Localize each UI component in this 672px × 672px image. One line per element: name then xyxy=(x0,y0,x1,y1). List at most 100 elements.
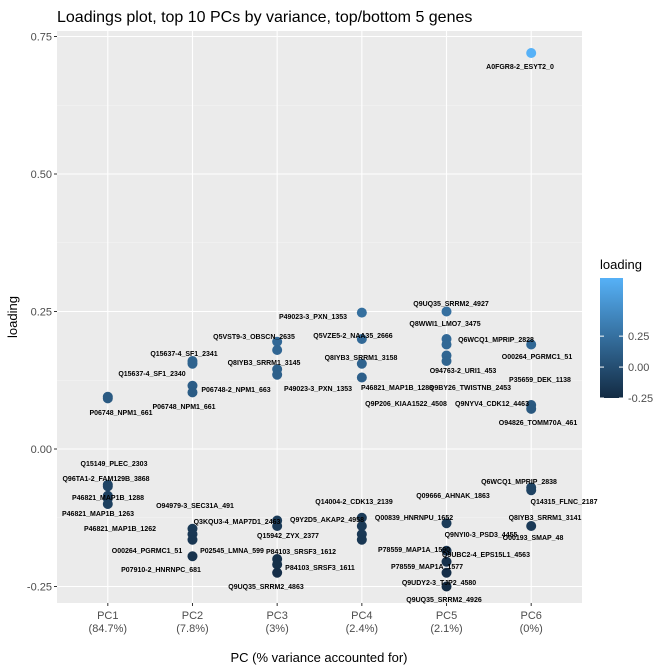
point-label: Q5VZE5-2_NAA35_2666 xyxy=(313,333,392,340)
data-point xyxy=(441,545,452,556)
data-points xyxy=(102,48,537,592)
data-point xyxy=(526,521,537,531)
data-point xyxy=(272,521,283,531)
data-point xyxy=(356,372,367,383)
point-label: Q9BY26_TWISTNB_2453 xyxy=(429,385,511,392)
point-label: Q9P206_KIAA1522_4508 xyxy=(365,401,447,408)
point-label: P84103_SRSF3_1611 xyxy=(285,565,355,572)
point-label: Q8IYB3_SRRM1_3145 xyxy=(228,360,301,367)
point-label: P49023-3_PXN_1353 xyxy=(284,386,352,393)
y-tick-label: 0.50 xyxy=(31,169,52,181)
y-tick-label: -0.25 xyxy=(27,582,52,594)
point-label: Q14315_FLNC_2187 xyxy=(531,499,598,506)
data-point xyxy=(441,581,452,592)
point-label: Q9UQ35_SRRM2_4927 xyxy=(413,301,489,308)
point-label: Q9NYV4_CDK12_4463 xyxy=(455,401,529,408)
data-point xyxy=(187,534,198,545)
x-tick-variance: (2.1%) xyxy=(430,623,462,635)
x-tick-variance: (3%) xyxy=(266,623,289,635)
data-point xyxy=(526,403,537,414)
point-label: P46821_MAP1B_1288 xyxy=(72,495,144,502)
y-tick-label: 0.25 xyxy=(31,307,52,319)
data-point xyxy=(356,334,367,344)
y-tick-label: 0.75 xyxy=(31,32,52,44)
data-point xyxy=(102,499,113,509)
data-point xyxy=(356,521,367,531)
point-label: P06748_NPM1_661 xyxy=(89,410,152,417)
plot-panel xyxy=(57,31,582,603)
data-point xyxy=(356,307,367,318)
legend-colorbar xyxy=(600,278,623,398)
data-point xyxy=(526,485,537,496)
point-label: P46821_MAP1B_1262 xyxy=(84,526,156,533)
minor-gridlines xyxy=(57,104,582,519)
point-label: Q14004-2_CDK13_2139 xyxy=(315,499,393,506)
data-point xyxy=(356,358,367,369)
point-label: Q8IYB3_SRRM1_3141 xyxy=(509,515,582,522)
point-label: Q15149_PLEC_2303 xyxy=(81,461,148,468)
point-label: Q15637-4_SF1_2340 xyxy=(118,371,185,378)
point-label: O94826_TOMM70A_461 xyxy=(499,420,578,427)
y-axis-ticks: -0.25 0.00 0.25 0.50 0.75 xyxy=(27,32,57,594)
data-point xyxy=(272,369,283,380)
x-tick-label: PC6 xyxy=(520,610,541,622)
point-label: P06748_NPM1_661 xyxy=(152,404,215,411)
x-tick-variance: (7.8%) xyxy=(176,623,208,635)
data-point xyxy=(102,393,113,404)
x-tick-label: PC2 xyxy=(182,610,203,622)
x-axis-title: PC (% variance accounted for) xyxy=(230,650,407,665)
point-label: Q15637-4_SF1_2341 xyxy=(150,351,217,358)
point-label: Q8IYB3_SRRM1_3158 xyxy=(325,355,398,362)
data-point xyxy=(187,358,198,369)
point-label: P78559_MAP1A_1590 xyxy=(378,547,450,554)
data-point xyxy=(441,356,452,366)
data-point xyxy=(356,512,367,523)
data-point xyxy=(441,518,452,529)
point-label: Q9UDY2-3_TJP2_4580 xyxy=(402,580,476,587)
point-label: P78559_MAP1A_1577 xyxy=(391,564,463,571)
point-label: Q5VST9-3_OBSCN_2635 xyxy=(213,334,295,341)
data-point xyxy=(441,339,452,350)
point-label: P46821_MAP1B_1288 xyxy=(361,385,433,392)
point-label: P02545_LMNA_599 xyxy=(200,548,264,555)
point-label: Q9UQ35_SRRM2_4863 xyxy=(228,584,304,591)
legend-tick-label: -0.25 xyxy=(628,393,653,405)
data-point xyxy=(272,567,283,578)
x-axis-ticks: PC1(84.7%) PC2(7.8%) PC3(3%) PC4(2.4%) PC5(2… xyxy=(89,603,543,635)
y-axis-title: loading xyxy=(5,296,20,338)
legend-tick-label: 0.25 xyxy=(628,331,649,343)
point-label: Q8WWI1_LMO7_3475 xyxy=(409,321,480,328)
data-point xyxy=(272,336,283,347)
point-label: Q15942_ZYX_2377 xyxy=(257,533,319,540)
legend-title: loading xyxy=(600,257,642,272)
data-point xyxy=(441,556,452,567)
point-labels: P06748_NPM1_661 Q15149_PLEC_2303 Q96TA1-2_… xyxy=(62,64,598,604)
point-label: Q00839_HNRNPU_1652 xyxy=(375,515,453,522)
legend-tick-label: 0.00 xyxy=(628,362,649,374)
data-point xyxy=(272,559,283,570)
point-label: Q6WCQ1_MPRIP_2828 xyxy=(458,337,534,344)
point-label: Q3KQU3-4_MAP7D1_2463 xyxy=(194,519,281,526)
x-tick-label: PC1 xyxy=(97,610,118,622)
point-label: Q9UBC2-4_EPS15L1_4563 xyxy=(442,552,530,559)
x-tick-variance: (0%) xyxy=(520,623,543,635)
data-point xyxy=(526,48,537,58)
data-point xyxy=(187,387,198,398)
x-tick-label: PC5 xyxy=(436,610,457,622)
point-label: O00264_PGRMC1_51 xyxy=(502,354,573,361)
point-label: P35659_DEK_1138 xyxy=(509,377,571,384)
point-label: O00193_SMAP_48 xyxy=(503,535,564,542)
point-label: Q9NYI0-3_PSD3_4455 xyxy=(445,532,518,539)
data-point xyxy=(441,306,452,317)
point-label: A0FGR8-2_ESYT2_0 xyxy=(486,64,554,71)
y-tick-label: 0.00 xyxy=(31,444,52,456)
x-tick-label: PC4 xyxy=(351,610,372,622)
point-label: Q96TA1-2_FAM129B_3868 xyxy=(62,476,149,483)
legend-ticks: 0.25 0.00 -0.25 xyxy=(600,331,653,405)
data-point xyxy=(526,339,537,350)
x-tick-variance: (84.7%) xyxy=(89,623,128,635)
point-label: P84103_SRSF3_1612 xyxy=(266,549,336,556)
point-label: Q9Y2D5_AKAP2_4958 xyxy=(290,517,364,524)
data-point xyxy=(441,567,452,578)
